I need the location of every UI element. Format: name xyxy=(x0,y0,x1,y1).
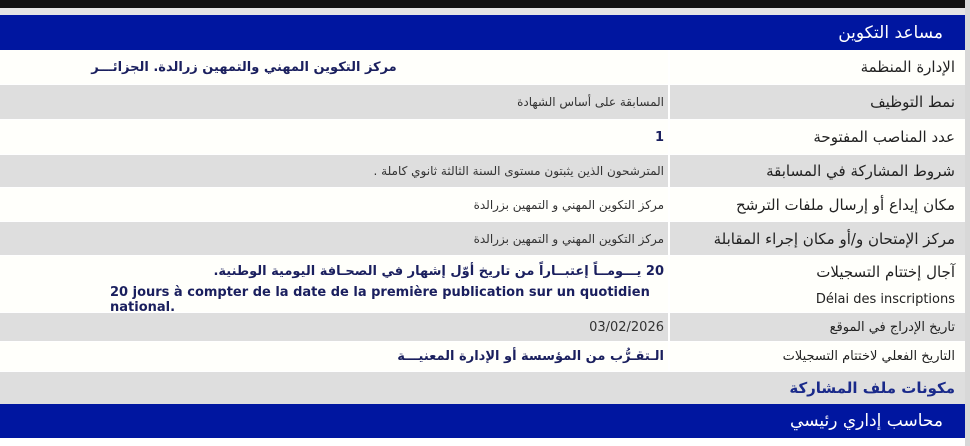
table-row: شروط المشاركة في المسابقة المترشحون الذين… xyxy=(0,155,965,188)
row-value: 20 يـــومــاً إعتبــاراً من تاريخ أوّل إ… xyxy=(213,264,664,279)
row-label: الإدارة المنظمة xyxy=(668,50,965,84)
row-label: تاريخ الإدراج في الموقع xyxy=(668,313,965,341)
top-bar xyxy=(0,0,970,8)
job-title-header[interactable]: مساعد التكوين xyxy=(0,15,965,50)
section-title: مكونات ملف المشاركة xyxy=(789,379,955,397)
section-row: مكونات ملف المشاركة xyxy=(0,372,965,404)
table-row: مركز الإمتحان و/أو مكان إجراء المقابلة مر… xyxy=(0,222,965,256)
table-row: مكان إيداع أو إرسال ملفات الترشح مركز الت… xyxy=(0,188,965,222)
row-value: 20 jours à compter de la date de la prem… xyxy=(0,284,668,315)
table-row: تاريخ الإدراج في الموقع 03/02/2026 xyxy=(0,313,965,342)
row-label: التاريخ الفعلي لاختتام التسجيلات xyxy=(668,342,965,371)
table-row: الإدارة المنظمة مركز التكوين المهني والتم… xyxy=(0,50,965,85)
row-value: 1 xyxy=(654,129,664,145)
row-label: Délai des inscriptions xyxy=(668,287,965,312)
table-row: Délai des inscriptions 20 jours à compter… xyxy=(0,284,965,315)
row-value: مركز التكوين المهني و التمهين بزرالدة xyxy=(473,197,664,212)
row-value: المسابقة على أساس الشهادة xyxy=(517,95,664,109)
row-value: الـتقـرُّب من المؤسسة أو الإدارة المعنيـ… xyxy=(397,349,664,364)
table-row: آجال إختتام التسجيلات 20 يـــومــاً إعتبـ… xyxy=(0,256,965,287)
row-label: مكان إيداع أو إرسال ملفات الترشح xyxy=(668,188,965,221)
job-table: مساعد التكوين الإدارة المنظمة مركز التكوي… xyxy=(0,15,965,438)
row-value: مركز التكوين المهني و التمهين بزرالدة xyxy=(473,231,664,246)
row-value: مركز التكوين المهني والتمهين زرالدة. الج… xyxy=(91,59,397,75)
top-strip xyxy=(0,8,970,15)
row-label: شروط المشاركة في المسابقة xyxy=(668,155,965,187)
table-row: نمط التوظيف المسابقة على أساس الشهادة xyxy=(0,85,965,120)
row-label: مركز الإمتحان و/أو مكان إجراء المقابلة xyxy=(668,222,965,255)
row-label: آجال إختتام التسجيلات xyxy=(668,256,965,287)
row-value: المترشحون الذين يثبتون مستوى السنة الثال… xyxy=(373,164,665,178)
row-label: عدد المناصب المفتوحة xyxy=(668,120,965,154)
job-title-header[interactable]: محاسب إداري رئيسي xyxy=(0,404,965,438)
table-row: التاريخ الفعلي لاختتام التسجيلات الـتقـرُ… xyxy=(0,342,965,372)
row-value: 03/02/2026 xyxy=(589,319,664,335)
table-row: عدد المناصب المفتوحة 1 xyxy=(0,120,965,155)
scroll-edge xyxy=(965,0,970,446)
row-label: نمط التوظيف xyxy=(668,85,965,119)
row-value-text: 20 jours à compter de la date de la prem… xyxy=(110,284,650,315)
